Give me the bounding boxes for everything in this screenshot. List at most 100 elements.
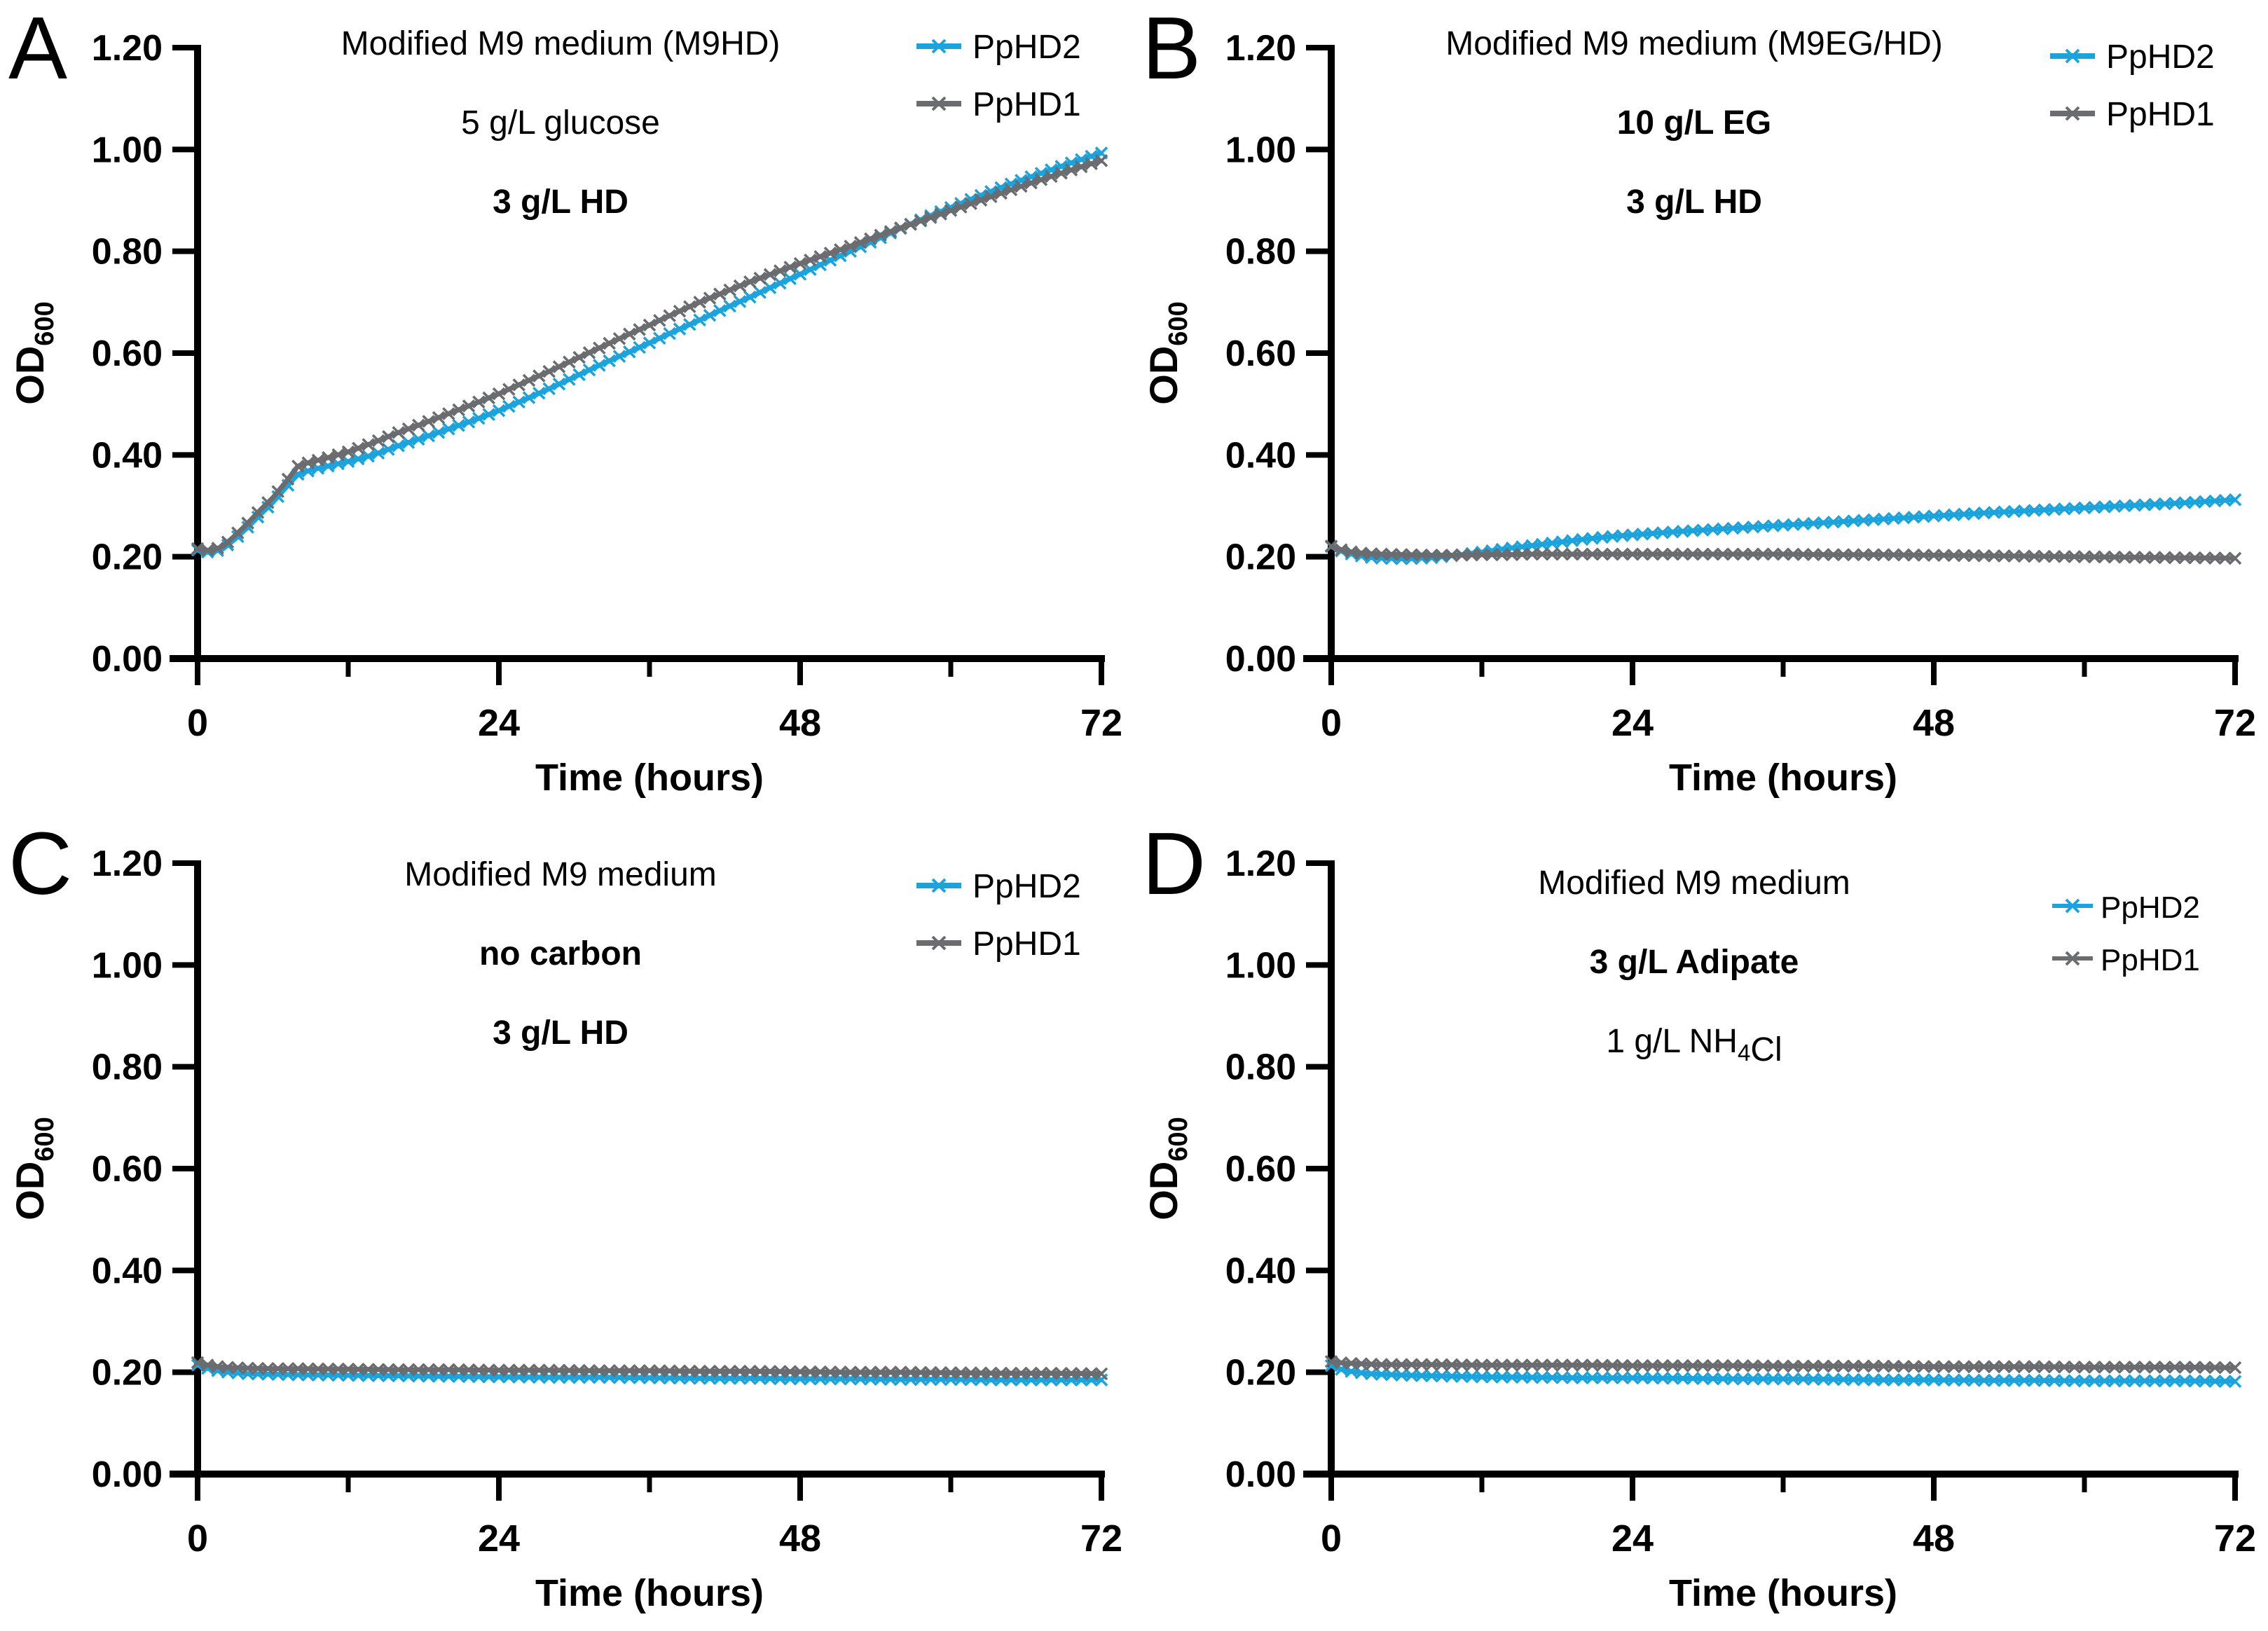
chart-title-line: Modified M9 medium xyxy=(1538,865,1850,902)
legend-marker-cross xyxy=(2065,106,2080,121)
legend-marker-cross xyxy=(2065,951,2080,966)
y-tick-label: 1.20 xyxy=(1225,844,1296,884)
x-tick-label: 48 xyxy=(779,1518,821,1560)
chart-title-line: 3 g/L Adipate xyxy=(1590,944,1799,981)
y-tick-label: 1.20 xyxy=(92,28,163,69)
y-tick-label: 0.40 xyxy=(1225,1251,1296,1291)
legend-marker-cross xyxy=(931,878,947,893)
x-tick-label: 48 xyxy=(1913,1518,1955,1560)
y-tick-label: 0.20 xyxy=(92,1353,163,1393)
y-tick-label: 1.20 xyxy=(1225,28,1296,69)
legend-item: PpHD2 xyxy=(2050,39,2215,76)
panel-b-chart: B Modified M9 medium (M9EG/HD) 10 g/L EG 3 … xyxy=(1141,0,2256,799)
legend-label: PpHD1 xyxy=(973,925,1081,963)
legend-marker-cross xyxy=(2065,898,2080,914)
x-axis-label: Time (hours) xyxy=(535,1572,764,1614)
y-tick-label: 0.20 xyxy=(1225,1353,1296,1393)
x-tick-label: 48 xyxy=(1913,702,1955,744)
y-axis-label: OD600 xyxy=(1141,301,1193,404)
y-tick-label: 0.60 xyxy=(92,1149,163,1190)
panel-a-chart: A Modified M9 medium (M9HD) 5 g/L glucose 3… xyxy=(8,0,1122,799)
panel-letter: A xyxy=(8,0,67,97)
series-markers-pphd1 xyxy=(191,1356,1108,1381)
x-tick-label: 0 xyxy=(1321,1518,1342,1560)
y-tick-label: 1.20 xyxy=(92,844,163,884)
x-tick-label: 72 xyxy=(1080,1518,1122,1560)
series-markers-pphd2 xyxy=(1324,1358,2242,1389)
series-markers-pphd1 xyxy=(191,154,1108,557)
legend-label: PpHD2 xyxy=(973,29,1081,66)
x-axis-label: Time (hours) xyxy=(1669,1572,1897,1614)
legend-label: PpHD1 xyxy=(973,86,1081,123)
legend-label: PpHD2 xyxy=(2106,39,2215,76)
panel-d-chart: D Modified M9 medium 3 g/L Adipate 1 g/L NH… xyxy=(1141,816,2256,1614)
series-markers-pphd2 xyxy=(191,146,1108,559)
y-tick-label: 0.80 xyxy=(1225,232,1296,273)
panel-letter: D xyxy=(1142,816,1206,913)
y-tick-label: 0.40 xyxy=(1225,435,1296,476)
y-tick-label: 1.00 xyxy=(92,945,163,986)
legend-item: PpHD1 xyxy=(2050,96,2215,133)
y-tick-label: 1.00 xyxy=(1225,130,1296,170)
legend-item: PpHD2 xyxy=(2052,890,2200,925)
y-tick-label: 0.80 xyxy=(92,1047,163,1088)
chart-title-line: Modified M9 medium xyxy=(404,856,717,893)
panel-c-chart: C Modified M9 medium no carbon 3 g/L HD 0.00… xyxy=(8,816,1122,1614)
panel-c: C Modified M9 medium no carbon 3 g/L HD 0.00… xyxy=(0,816,1134,1631)
chart-title-line: Modified M9 medium (M9HD) xyxy=(341,25,781,62)
y-axis-label: OD600 xyxy=(1141,1117,1193,1220)
x-axis-label: Time (hours) xyxy=(535,757,764,799)
x-tick-label: 72 xyxy=(1080,702,1122,744)
series-markers-pphd1 xyxy=(1324,539,2242,565)
legend-item: PpHD1 xyxy=(2052,943,2200,977)
panel-d: D Modified M9 medium 3 g/L Adipate 1 g/L NH… xyxy=(1134,816,2267,1631)
y-tick-label: 0.80 xyxy=(1225,1047,1296,1088)
x-tick-label: 0 xyxy=(1321,702,1342,744)
x-tick-label: 24 xyxy=(1611,702,1654,744)
chart-title-line: no carbon xyxy=(479,935,642,972)
legend-item: PpHD1 xyxy=(916,925,1081,963)
panel-letter: B xyxy=(1142,0,1201,97)
chart-title-line: Modified M9 medium (M9EG/HD) xyxy=(1445,25,1943,62)
chart-title-line: 1 g/L NH4Cl xyxy=(1606,1023,1782,1068)
y-tick-label: 0.60 xyxy=(1225,1149,1296,1190)
x-tick-label: 24 xyxy=(478,1518,520,1560)
legend-item: PpHD2 xyxy=(916,29,1081,66)
legend-marker-cross xyxy=(931,935,947,951)
chart-title-line: 3 g/L HD xyxy=(493,1014,628,1052)
legend-label: PpHD2 xyxy=(2101,890,2200,925)
legend-marker-cross xyxy=(2065,48,2080,64)
y-tick-label: 1.00 xyxy=(92,130,163,170)
panel-b: B Modified M9 medium (M9EG/HD) 10 g/L EG 3 … xyxy=(1134,0,2267,816)
x-tick-label: 24 xyxy=(478,702,520,744)
y-tick-label: 0.00 xyxy=(92,639,163,680)
chart-title-line: 5 g/L glucose xyxy=(461,104,660,142)
legend-marker-cross xyxy=(931,39,947,54)
y-tick-label: 0.00 xyxy=(1225,1454,1296,1495)
x-axis-label: Time (hours) xyxy=(1669,757,1897,799)
y-tick-label: 0.60 xyxy=(92,333,163,374)
y-tick-label: 0.20 xyxy=(1225,537,1296,578)
x-tick-label: 48 xyxy=(779,702,821,744)
y-tick-label: 0.00 xyxy=(92,1454,163,1495)
series-markers-pphd1 xyxy=(1324,1355,2242,1375)
panel-letter: C xyxy=(8,816,72,913)
legend-label: PpHD1 xyxy=(2101,943,2200,977)
y-tick-label: 0.20 xyxy=(92,537,163,578)
y-tick-label: 0.40 xyxy=(92,435,163,476)
x-tick-label: 72 xyxy=(2214,1518,2256,1560)
chart-title-line: 3 g/L HD xyxy=(1626,184,1762,221)
panel-a: A Modified M9 medium (M9HD) 5 g/L glucose 3… xyxy=(0,0,1134,816)
y-tick-label: 1.00 xyxy=(1225,945,1296,986)
chart-title-line: 10 g/L EG xyxy=(1617,104,1772,142)
y-tick-label: 0.60 xyxy=(1225,333,1296,374)
legend-marker-cross xyxy=(931,96,947,111)
y-axis-label: OD600 xyxy=(8,1117,60,1220)
chart-title-line: 3 g/L HD xyxy=(493,184,628,221)
x-tick-label: 0 xyxy=(187,1518,208,1560)
legend-item: PpHD1 xyxy=(916,86,1081,123)
y-tick-label: 0.00 xyxy=(1225,639,1296,680)
series-line-pphd1 xyxy=(197,158,1103,553)
y-axis-label: OD600 xyxy=(8,301,60,404)
